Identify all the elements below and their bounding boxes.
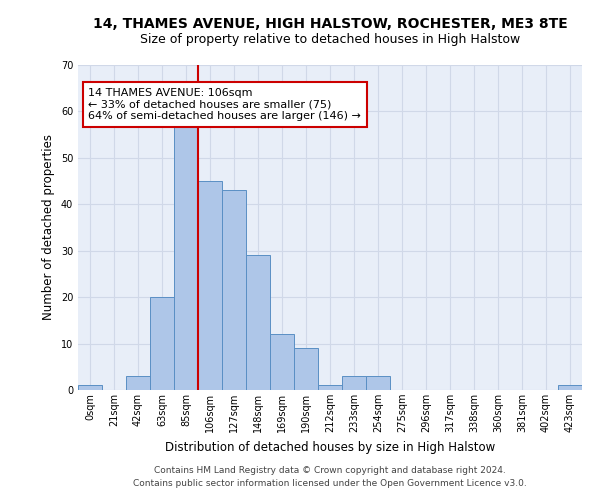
Bar	[294, 348, 318, 390]
Bar	[150, 297, 174, 390]
Bar	[246, 256, 270, 390]
X-axis label: Distribution of detached houses by size in High Halstow: Distribution of detached houses by size …	[165, 440, 495, 454]
Bar	[270, 334, 294, 390]
Text: 14 THAMES AVENUE: 106sqm
← 33% of detached houses are smaller (75)
64% of semi-d: 14 THAMES AVENUE: 106sqm ← 33% of detach…	[88, 88, 361, 121]
Bar	[126, 376, 150, 390]
Bar	[222, 190, 246, 390]
Text: Contains HM Land Registry data © Crown copyright and database right 2024.
Contai: Contains HM Land Registry data © Crown c…	[133, 466, 527, 487]
Text: Size of property relative to detached houses in High Halstow: Size of property relative to detached ho…	[140, 32, 520, 46]
Bar	[198, 181, 222, 390]
Y-axis label: Number of detached properties: Number of detached properties	[42, 134, 55, 320]
Bar	[342, 376, 366, 390]
Bar	[174, 120, 198, 390]
Bar	[318, 386, 342, 390]
Bar	[78, 386, 102, 390]
Text: 14, THAMES AVENUE, HIGH HALSTOW, ROCHESTER, ME3 8TE: 14, THAMES AVENUE, HIGH HALSTOW, ROCHEST…	[92, 18, 568, 32]
Bar	[558, 386, 582, 390]
Bar	[366, 376, 390, 390]
